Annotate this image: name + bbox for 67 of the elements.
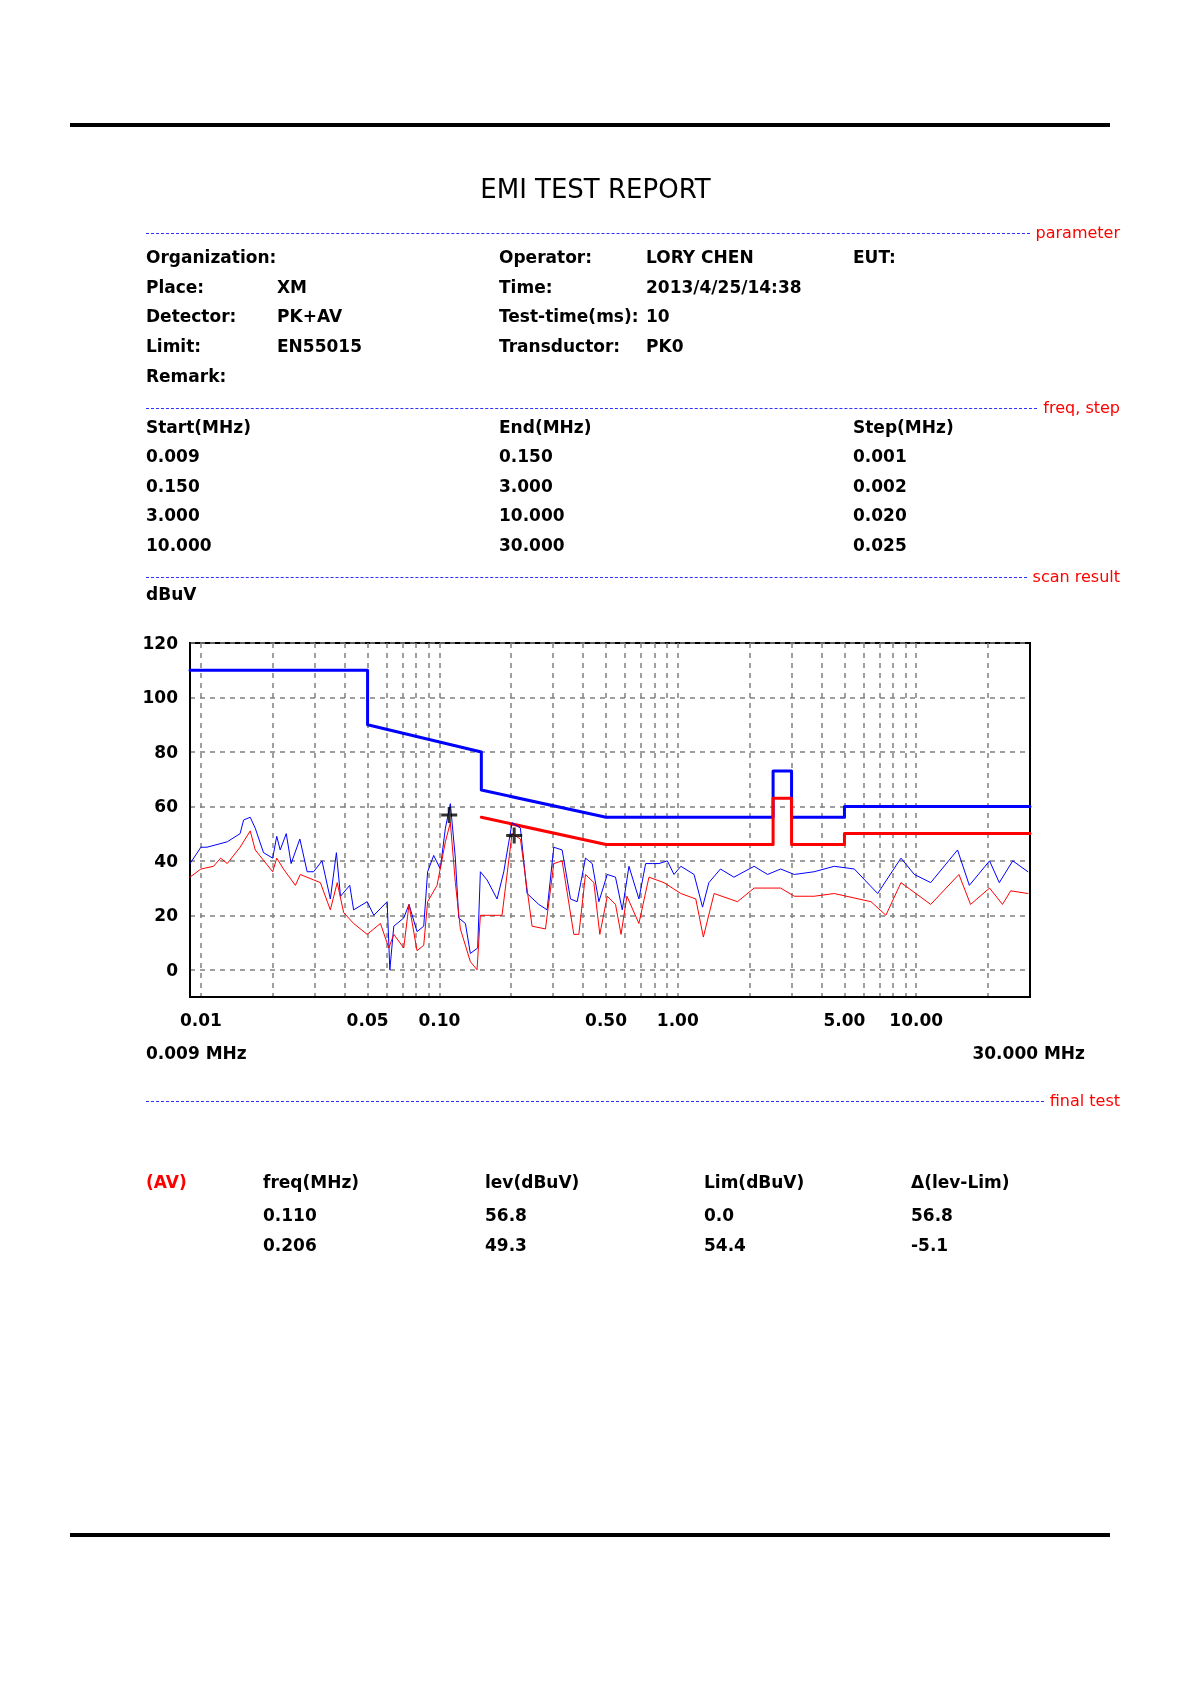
text: PK0 — [646, 336, 684, 356]
y-tick-label: 80 — [154, 741, 179, 762]
text: Test-time(ms): — [499, 306, 639, 326]
text: EUT: — [853, 247, 896, 267]
text: Place: — [146, 277, 205, 297]
text: Transductor: — [499, 336, 621, 356]
y-tick-label: 0 — [166, 959, 179, 980]
text: 30.000 MHz — [972, 1043, 1085, 1063]
y-tick-label: 40 — [154, 850, 179, 871]
text: 56.8 — [911, 1205, 953, 1225]
text: (AV) — [146, 1172, 187, 1192]
text: 0.020 — [853, 505, 907, 525]
text: Lim(dBuV) — [704, 1172, 805, 1192]
text: XM — [277, 277, 308, 297]
text: -5.1 — [911, 1235, 949, 1255]
text: 3.000 — [499, 476, 553, 496]
text: parameter — [1035, 223, 1120, 243]
text: 0.110 — [263, 1205, 317, 1225]
text: Step(MHz) — [853, 417, 954, 437]
text: 49.3 — [485, 1235, 527, 1255]
text: final test — [1049, 1091, 1120, 1111]
text: freq(MHz) — [263, 1172, 360, 1192]
y-tick-label: 100 — [142, 687, 179, 708]
text: Δ(lev-Lim) — [911, 1172, 1010, 1192]
y-axis-title: dBuV — [146, 584, 197, 604]
text: 0.002 — [853, 476, 907, 496]
text: 0.150 — [146, 476, 200, 496]
text: Limit: — [146, 336, 202, 356]
text: LORY CHEN — [646, 247, 754, 267]
text: Organization: — [146, 247, 277, 267]
text: PK+AV — [277, 306, 343, 326]
text: 10 — [646, 306, 670, 326]
text: lev(dBuV) — [485, 1172, 580, 1192]
text: 2013/4/25/14:38 — [646, 277, 802, 297]
text: Start(MHz) — [146, 417, 251, 437]
text: 10.000 — [146, 535, 212, 555]
y-tick-label: 20 — [154, 905, 179, 926]
text: scan result — [1032, 567, 1120, 587]
text: 0.0 — [704, 1205, 735, 1225]
text: 0.001 — [853, 446, 907, 466]
text: Time: — [499, 277, 553, 297]
text: 0.025 — [853, 535, 907, 555]
text: End(MHz) — [499, 417, 592, 437]
text: freq, step — [1043, 398, 1120, 418]
text: 0.206 — [263, 1235, 317, 1255]
x-tick-label: 0.05 — [346, 1009, 389, 1030]
text: Detector: — [146, 306, 237, 326]
text: 3.000 — [146, 505, 200, 525]
x-tick-label: 0.50 — [585, 1009, 628, 1030]
text: Operator: — [499, 247, 592, 267]
text: 0.009 — [146, 446, 200, 466]
text: 0.009 MHz — [146, 1043, 247, 1063]
x-tick-label: 1.00 — [656, 1009, 699, 1030]
y-tick-label: 60 — [154, 796, 179, 817]
x-tick-label: 10.00 — [889, 1009, 944, 1030]
text: 30.000 — [499, 535, 565, 555]
y-tick-label: 120 — [142, 633, 179, 653]
text: EN55015 — [277, 336, 362, 356]
x-tick-label: 0.10 — [418, 1009, 461, 1030]
x-tick-label: 5.00 — [823, 1009, 866, 1030]
text: 0.150 — [499, 446, 553, 466]
text: 56.8 — [485, 1205, 527, 1225]
text: 54.4 — [704, 1235, 746, 1255]
text: Remark: — [146, 366, 227, 386]
text: 10.000 — [499, 505, 565, 525]
x-tick-label: 0.01 — [179, 1009, 222, 1030]
chart-title: EMI TEST REPORT — [479, 174, 712, 204]
